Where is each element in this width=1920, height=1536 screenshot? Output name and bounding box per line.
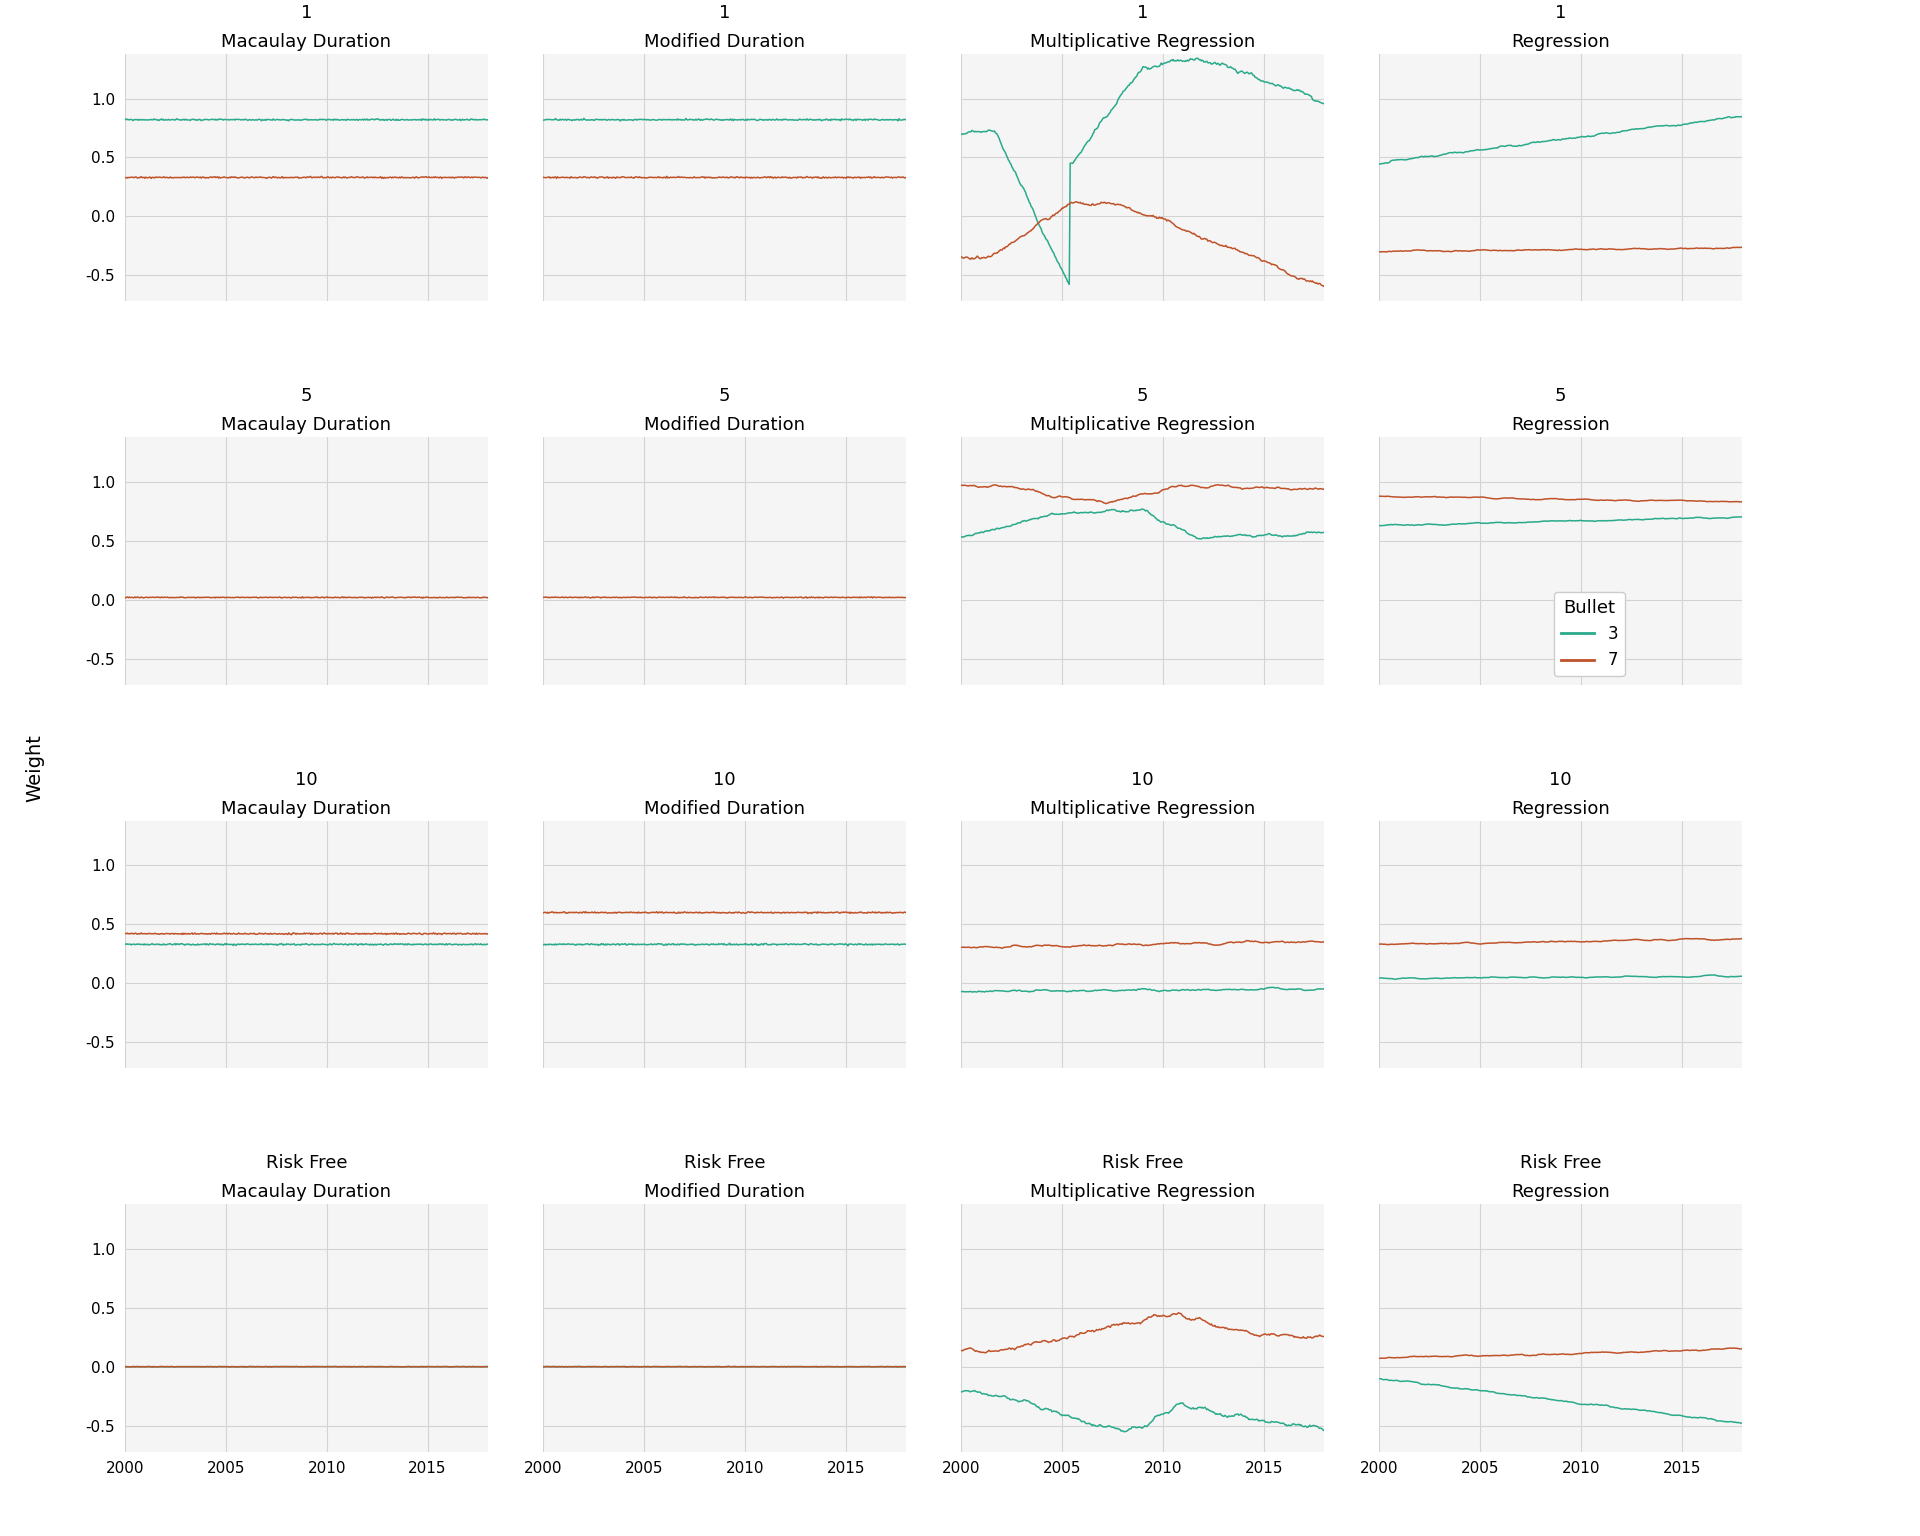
Title: 10
Macaulay Duration: 10 Macaulay Duration: [221, 771, 392, 817]
Text: Weight: Weight: [25, 734, 44, 802]
Title: 10
Multiplicative Regression: 10 Multiplicative Regression: [1029, 771, 1256, 817]
Title: 5
Multiplicative Regression: 5 Multiplicative Regression: [1029, 387, 1256, 435]
Title: 5
Regression: 5 Regression: [1511, 387, 1611, 435]
Title: 10
Modified Duration: 10 Modified Duration: [643, 771, 804, 817]
Title: 1
Multiplicative Regression: 1 Multiplicative Regression: [1029, 3, 1256, 51]
Title: 1
Macaulay Duration: 1 Macaulay Duration: [221, 3, 392, 51]
Title: 5
Modified Duration: 5 Modified Duration: [643, 387, 804, 435]
Title: 10
Regression: 10 Regression: [1511, 771, 1611, 817]
Title: Risk Free
Macaulay Duration: Risk Free Macaulay Duration: [221, 1154, 392, 1201]
Title: Risk Free
Multiplicative Regression: Risk Free Multiplicative Regression: [1029, 1154, 1256, 1201]
Title: 1
Regression: 1 Regression: [1511, 3, 1611, 51]
Legend: 3, 7: 3, 7: [1553, 591, 1624, 676]
Title: Risk Free
Modified Duration: Risk Free Modified Duration: [643, 1154, 804, 1201]
Title: Risk Free
Regression: Risk Free Regression: [1511, 1154, 1611, 1201]
Title: 5
Macaulay Duration: 5 Macaulay Duration: [221, 387, 392, 435]
Title: 1
Modified Duration: 1 Modified Duration: [643, 3, 804, 51]
